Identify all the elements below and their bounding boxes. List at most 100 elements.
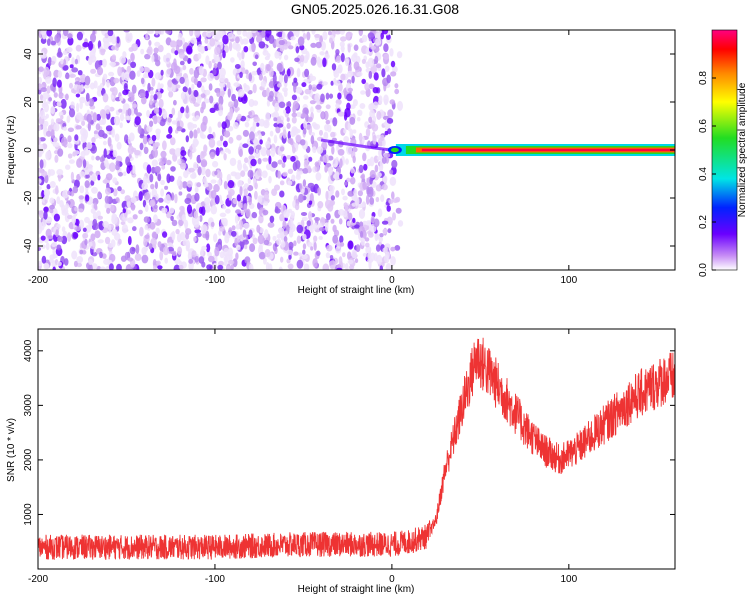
noise-point [155,227,160,234]
noise-point [127,145,135,155]
noise-point [251,211,258,219]
noise-point [300,113,307,118]
noise-point [223,180,228,190]
noise-point [384,130,389,136]
noise-point [301,30,305,33]
noise-point [77,70,83,76]
noise-point [67,232,72,242]
signal-wake [320,138,393,152]
noise-point [121,71,126,81]
noise-point [324,222,329,232]
noise-point [376,156,383,161]
noise-point [310,132,315,137]
noise-point [186,204,193,215]
noise-point [50,106,56,115]
noise-point [56,101,62,107]
noise-point [219,225,225,232]
noise-point [203,98,210,104]
noise-point [127,59,131,65]
noise-point [390,60,396,68]
noise-point [300,54,305,63]
noise-point [247,185,254,192]
noise-point [75,44,82,52]
noise-point [43,66,50,77]
noise-point [82,227,87,232]
noise-point [102,73,108,80]
noise-point [297,36,305,47]
noise-point [286,68,291,77]
noise-point [283,230,288,236]
noise-point [370,45,377,50]
noise-point [162,110,168,119]
noise-point [137,124,142,134]
noise-point [248,155,255,160]
noise-point [316,146,324,155]
noise-point [287,168,294,174]
noise-point [234,64,241,69]
noise-point [222,204,227,210]
noise-point [352,155,356,164]
noise-point [365,242,370,248]
noise-point [166,211,172,219]
noise-point [84,180,90,189]
noise-point [220,150,225,155]
noise-point [248,263,254,270]
noise-point [229,157,237,167]
noise-point [233,122,239,129]
noise-point [347,259,354,264]
noise-point [170,215,174,221]
noise-point [132,214,138,220]
noise-point [265,140,271,149]
noise-point [336,267,343,270]
noise-point [76,158,83,168]
noise-point [204,197,211,206]
noise-point [162,246,169,256]
noise-point [116,141,122,150]
noise-point [164,257,168,264]
noise-point [256,168,262,176]
noise-point [52,142,60,148]
noise-point [92,218,98,228]
noise-point [375,244,381,252]
noise-point [238,148,243,158]
noise-point [54,154,59,163]
noise-point [242,30,248,37]
noise-point [334,79,341,86]
noise-point [347,121,351,132]
noise-point [161,207,168,214]
noise-point [376,172,382,178]
noise-point [160,188,165,197]
noise-point [365,47,371,55]
noise-point [118,172,123,177]
noise-point [200,165,206,176]
noise-point [180,91,186,100]
spectrogram-ytick-label: 40 [23,48,34,60]
noise-point [353,194,358,202]
noise-point [141,246,147,256]
noise-point [80,73,87,83]
noise-point [79,249,84,255]
noise-point [357,109,363,117]
noise-point [278,101,286,109]
noise-point [198,206,203,214]
noise-point [394,88,400,95]
noise-point [104,159,109,168]
noise-point [201,101,206,110]
noise-point [325,119,331,125]
noise-point [88,40,93,51]
noise-point [171,78,177,84]
noise-point [373,72,379,81]
noise-point [191,147,197,153]
spectrogram-xtick-label: -200 [28,275,48,286]
noise-point [188,258,194,264]
noise-point [327,203,334,212]
noise-point [50,118,55,126]
noise-point [97,85,103,92]
noise-point [223,130,231,138]
noise-point [257,158,262,165]
noise-point [340,52,345,63]
noise-point [88,263,93,270]
noise-point [308,84,313,91]
noise-point [358,132,363,142]
